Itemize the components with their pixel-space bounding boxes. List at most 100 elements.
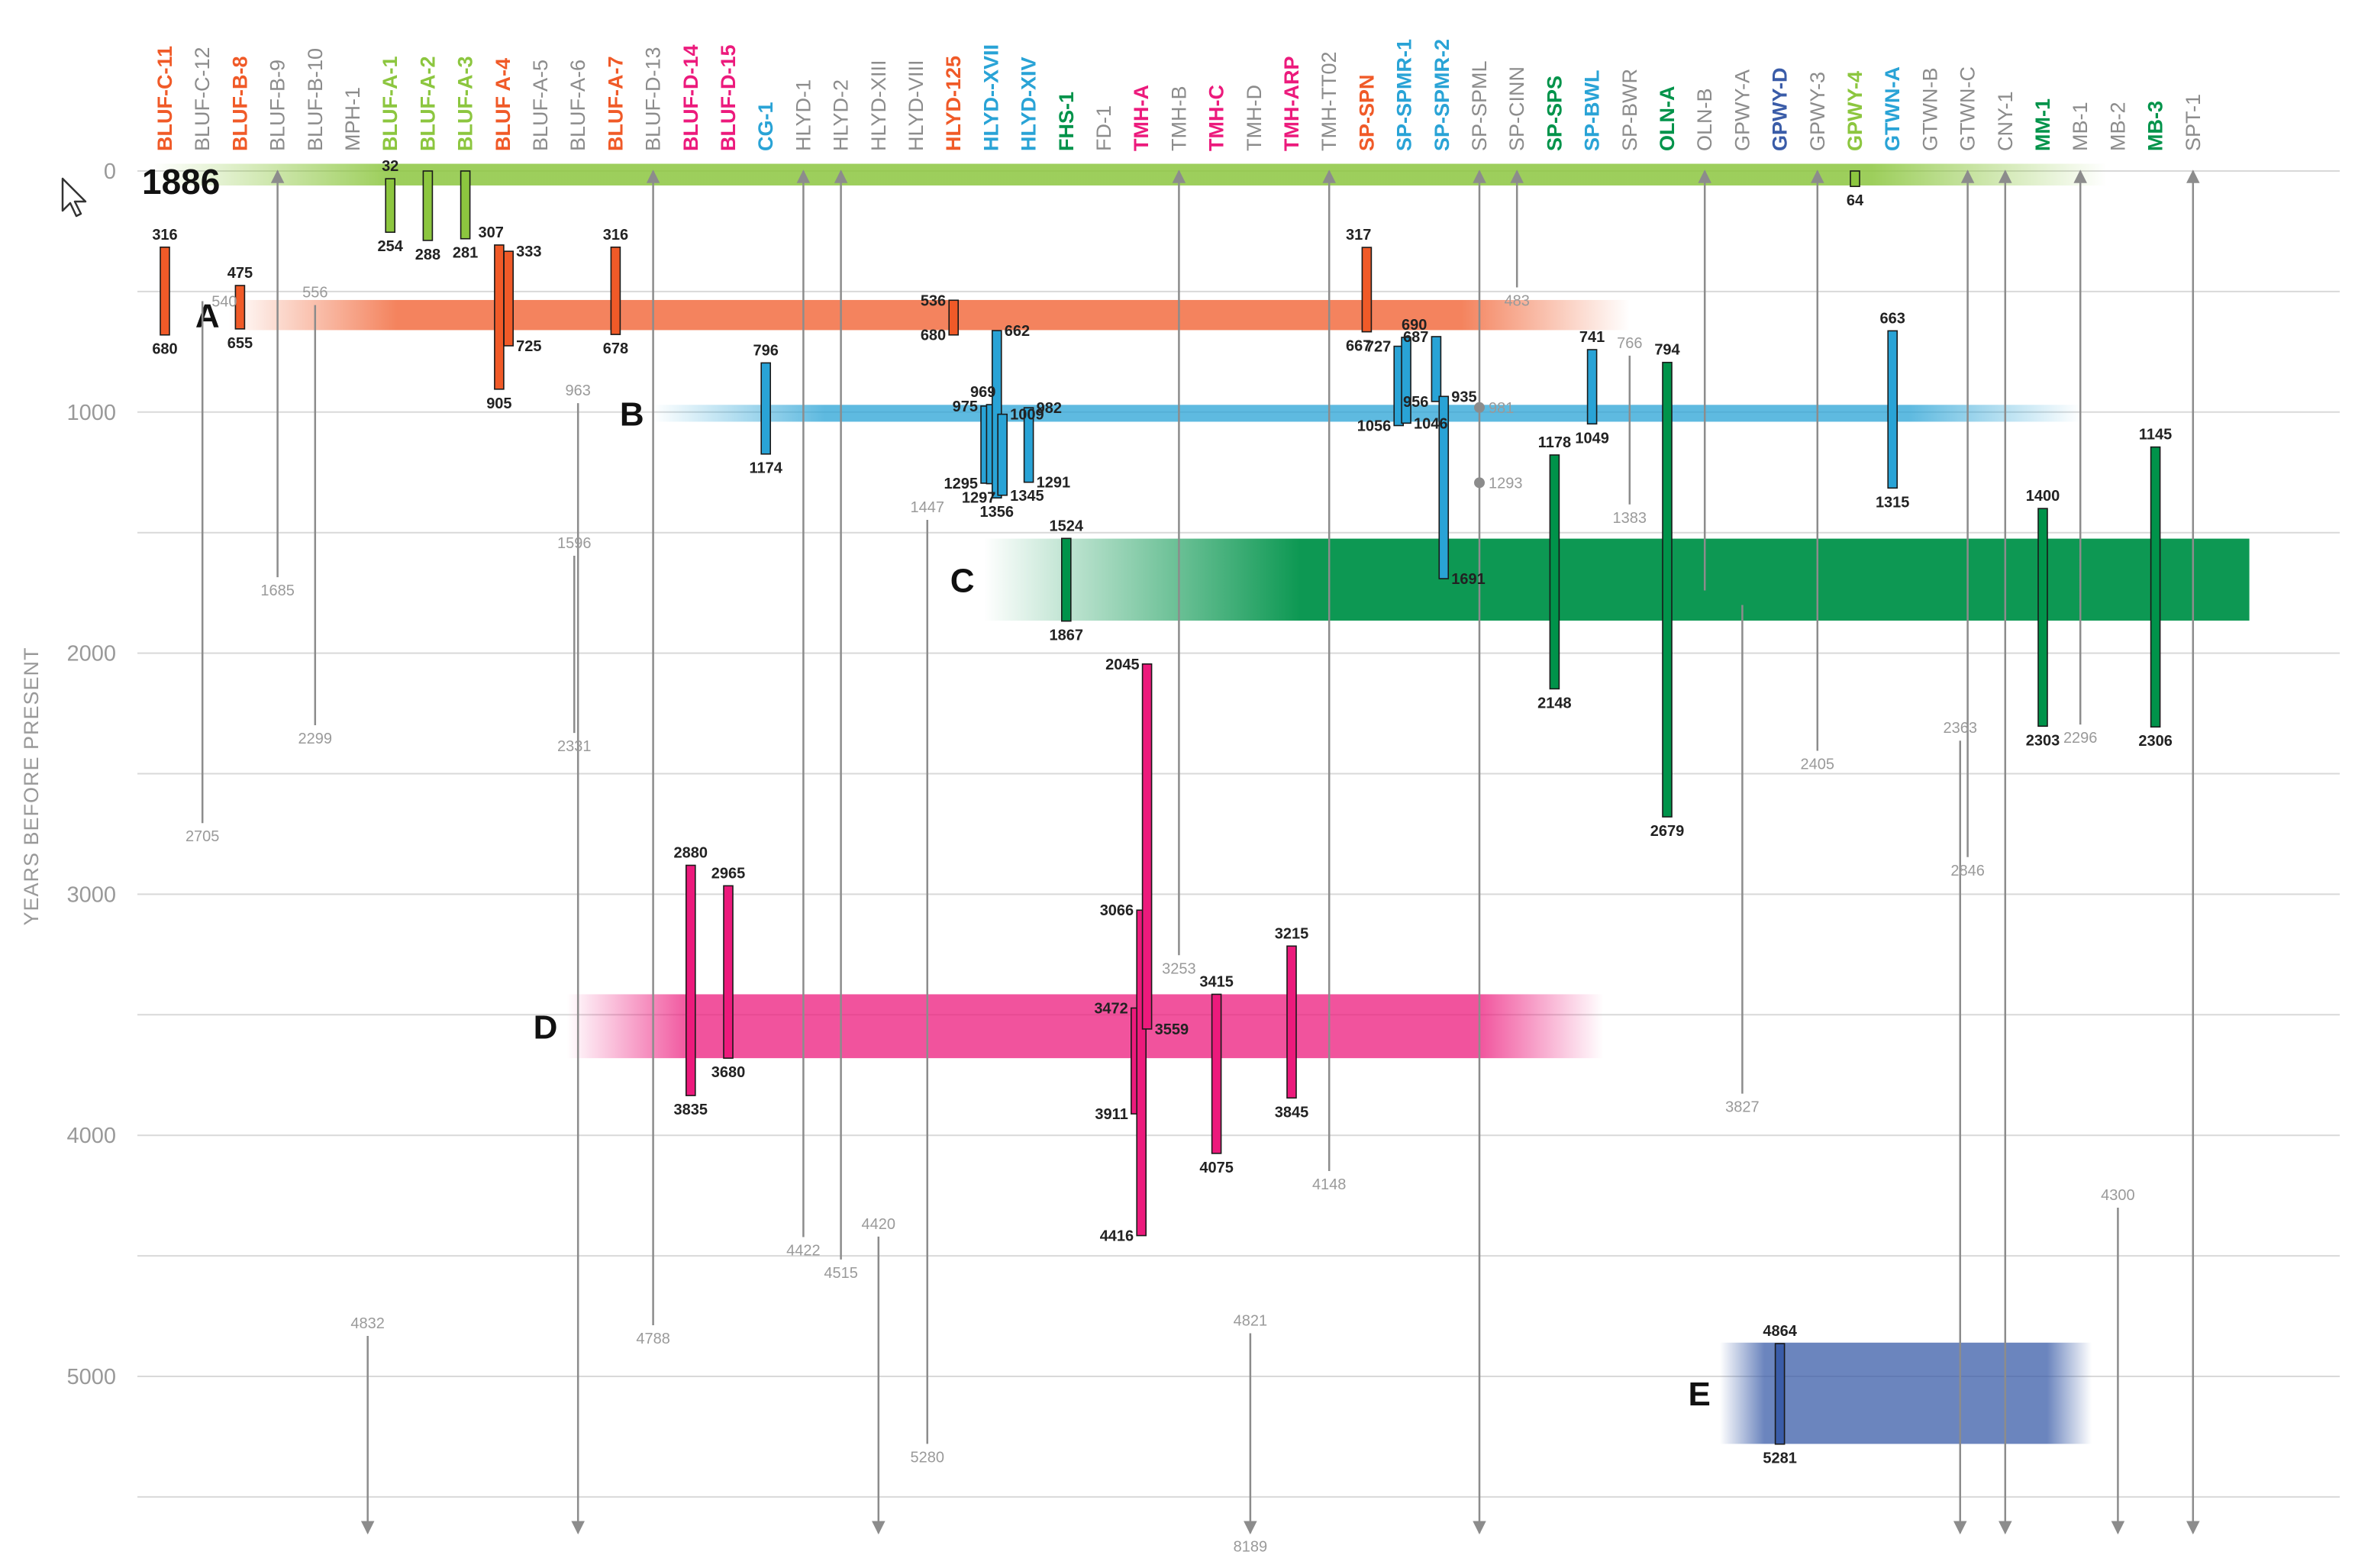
range-bar bbox=[1662, 361, 1673, 818]
gray-value-label: 4148 bbox=[1312, 1176, 1347, 1193]
site-label: TMH-ARP bbox=[1280, 56, 1303, 151]
range-value-label: 2306 bbox=[2138, 733, 2173, 750]
site-label: BLUF-C-11 bbox=[153, 46, 176, 151]
range-value-label: 667 bbox=[1346, 338, 1371, 355]
range-value-label: 2148 bbox=[1537, 695, 1572, 711]
event-label: C bbox=[950, 562, 975, 599]
site-label: GPWY-A bbox=[1731, 69, 1753, 151]
range-value-label: 316 bbox=[152, 227, 177, 244]
site-label: BLUF-A-5 bbox=[529, 60, 552, 151]
y-axis-title: YEARS BEFORE PRESENT bbox=[20, 647, 43, 925]
site-label: MB-2 bbox=[2106, 102, 2129, 151]
range-bar bbox=[1211, 993, 1222, 1154]
gray-value-label: 1596 bbox=[557, 535, 592, 552]
range-bar bbox=[1586, 349, 1598, 425]
site-label: TMH-C bbox=[1205, 85, 1228, 151]
range-value-label: 2880 bbox=[674, 845, 708, 862]
range-value-label: 2965 bbox=[711, 865, 746, 882]
site-label: SP-BWR bbox=[1618, 69, 1641, 151]
range-value-label: 3415 bbox=[1199, 973, 1234, 990]
unconstrained-ranges bbox=[201, 169, 2200, 1535]
range-value-label: 317 bbox=[1346, 227, 1371, 244]
site-label: SP-SPS bbox=[1543, 76, 1566, 151]
event-label: A bbox=[195, 298, 220, 335]
range-value-label: 5281 bbox=[1763, 1450, 1797, 1467]
range-value-label: 1315 bbox=[1876, 494, 1910, 511]
range-value-label: 3472 bbox=[1094, 1000, 1128, 1017]
event-label: B bbox=[620, 395, 644, 433]
site-label: HLYD-XIV bbox=[1018, 56, 1040, 151]
gray-point bbox=[1474, 477, 1485, 489]
range-bar bbox=[494, 244, 505, 390]
range-value-label: 1867 bbox=[1050, 628, 1084, 644]
gray-value-label: 1447 bbox=[911, 499, 945, 516]
gray-value-label: 3253 bbox=[1162, 960, 1196, 977]
range-value-label: 969 bbox=[970, 384, 995, 401]
gray-value-label: 981 bbox=[1489, 400, 1514, 417]
y-tick-label: 3000 bbox=[66, 882, 116, 907]
range-value-label: 3559 bbox=[1155, 1021, 1189, 1038]
range-bar bbox=[2150, 446, 2161, 728]
range-value-label: 1178 bbox=[1538, 434, 1571, 451]
range-bar bbox=[1887, 330, 1898, 489]
site-label: OLN-A bbox=[1656, 86, 1679, 151]
range-bar bbox=[460, 170, 471, 240]
range-bar bbox=[948, 299, 959, 336]
range-value-label: 288 bbox=[415, 247, 440, 263]
range-value-label: 796 bbox=[753, 342, 779, 359]
site-label: MM-1 bbox=[2031, 98, 2054, 151]
site-label: GTWN-C bbox=[1957, 66, 1979, 151]
y-axis: YEARS BEFORE PRESENT 0 1000 2000 3000 4000 50… bbox=[20, 160, 116, 1389]
range-bar bbox=[385, 178, 396, 234]
range-value-label: 1145 bbox=[2139, 427, 2172, 444]
event-band bbox=[566, 994, 1604, 1059]
gray-value-label: 483 bbox=[1505, 293, 1530, 310]
gray-value-label: 2331 bbox=[557, 738, 592, 755]
event-band bbox=[653, 405, 2081, 422]
gray-value-label: 4832 bbox=[350, 1315, 385, 1332]
range-value-label: 3835 bbox=[674, 1102, 708, 1118]
site-label: BLUF-A-7 bbox=[604, 56, 627, 151]
site-label: HLYD-2 bbox=[830, 79, 853, 151]
range-value-label: 982 bbox=[1037, 400, 1062, 417]
site-label: BLUF-A-6 bbox=[566, 60, 589, 151]
range-bar bbox=[1361, 247, 1373, 333]
gray-value-label: 556 bbox=[302, 285, 327, 302]
site-label: MB-3 bbox=[2144, 101, 2167, 151]
site-label: GTWN-B bbox=[1918, 68, 1941, 151]
y-tick-label: 4000 bbox=[66, 1124, 116, 1148]
range-value-label: 32 bbox=[382, 158, 398, 175]
range-value-label: 935 bbox=[1451, 389, 1476, 405]
gray-value-label: 2846 bbox=[1950, 863, 1985, 879]
range-value-label: 3911 bbox=[1095, 1106, 1127, 1123]
gray-value-label: 2299 bbox=[298, 731, 333, 747]
site-label: GPWY-3 bbox=[1806, 72, 1829, 151]
range-value-label: 4864 bbox=[1763, 1323, 1797, 1340]
site-labels: BLUF-C-11 BLUF-C-12 BLUF-B-8 BLUF-B-9 BLUF-B… bbox=[153, 39, 2205, 151]
event-label: D bbox=[534, 1008, 558, 1046]
range-bar bbox=[1549, 454, 1560, 690]
range-value-label: 741 bbox=[1579, 329, 1605, 346]
range-value-label: 655 bbox=[227, 335, 253, 352]
site-label: SP-BWL bbox=[1581, 70, 1604, 151]
gray-value-label: 3827 bbox=[1725, 1099, 1760, 1116]
range-bar bbox=[1023, 407, 1034, 483]
range-value-label: 663 bbox=[1880, 310, 1905, 327]
range-value-label: 1400 bbox=[2026, 488, 2060, 505]
range-value-label: 281 bbox=[453, 245, 478, 262]
site-label: MB-1 bbox=[2069, 102, 2092, 151]
site-label: TMH-TT02 bbox=[1318, 52, 1340, 152]
site-label: TMH-A bbox=[1130, 85, 1153, 151]
range-bar bbox=[997, 413, 1008, 496]
range-value-label: 3215 bbox=[1275, 925, 1309, 942]
site-label: GPWY-4 bbox=[1844, 71, 1866, 151]
gray-value-label: 540 bbox=[211, 294, 237, 311]
gray-value-label: 4420 bbox=[862, 1216, 896, 1233]
range-value-label: 956 bbox=[1403, 394, 1428, 411]
range-bar bbox=[422, 170, 434, 241]
site-label: TMH-D bbox=[1243, 85, 1266, 151]
range-value-label: 64 bbox=[1847, 192, 1864, 209]
y-tick-label: 0 bbox=[104, 160, 116, 184]
range-value-label: 794 bbox=[1654, 342, 1680, 359]
